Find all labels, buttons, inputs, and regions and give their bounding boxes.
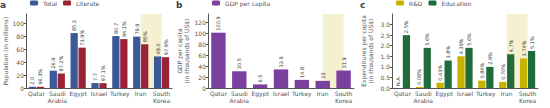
svg-text:R&D: R&D (409, 0, 423, 7)
svg-text:33.9: 33.9 (278, 56, 284, 67)
svg-text:Saudi: Saudi (49, 90, 66, 97)
svg-text:73.9%: 73.9% (79, 30, 85, 46)
svg-text:13: 13 (320, 72, 326, 78)
svg-text:100.9: 100.9 (215, 16, 221, 30)
svg-text:120: 120 (195, 19, 207, 26)
svg-text:87.2%: 87.2% (58, 55, 64, 71)
svg-text:5.6%: 5.6% (424, 33, 430, 46)
svg-text:97.9%: 97.9% (163, 39, 169, 55)
svg-text:Egypt: Egypt (69, 90, 87, 98)
svg-text:3.8%: 3.8% (445, 46, 451, 59)
svg-text:Literate: Literate (76, 0, 100, 7)
svg-text:5.6%: 5.6% (466, 33, 472, 46)
svg-text:0.84%: 0.84% (479, 62, 485, 78)
svg-text:Expenditures per capita: Expenditures per capita (359, 15, 367, 87)
svg-text:97.1%: 97.1% (100, 65, 106, 81)
svg-text:Qatar: Qatar (394, 90, 411, 97)
svg-text:(in thousands of US$): (in thousands of US$) (367, 19, 374, 84)
svg-text:(in thousands of US$): (in thousands of US$) (183, 19, 190, 84)
svg-text:80: 80 (16, 33, 24, 40)
svg-text:40: 40 (198, 63, 206, 70)
svg-text:Arabia: Arabia (230, 97, 250, 104)
svg-text:Saudi: Saudi (231, 90, 248, 97)
svg-text:GDP per capita: GDP per capita (175, 28, 183, 74)
svg-text:7.7: 7.7 (92, 73, 98, 81)
svg-text:4.39%: 4.39% (458, 38, 464, 54)
svg-text:Iran: Iran (501, 90, 513, 97)
svg-text:5.1%: 5.1% (529, 36, 535, 49)
svg-text:60: 60 (16, 46, 24, 53)
svg-text:Iran: Iran (135, 90, 147, 97)
svg-text:Egypt: Egypt (435, 90, 453, 98)
svg-text:Population (in millions): Population (in millions) (2, 17, 10, 86)
svg-text:26.9: 26.9 (50, 58, 56, 69)
svg-text:0: 0 (20, 85, 24, 92)
svg-text:20: 20 (198, 74, 206, 81)
svg-text:South: South (335, 90, 353, 97)
svg-text:Israel: Israel (91, 90, 108, 97)
svg-text:Korea: Korea (335, 97, 352, 104)
svg-text:85%: 85% (142, 31, 148, 42)
svg-text:0: 0 (202, 85, 206, 92)
svg-text:Israel: Israel (457, 90, 474, 97)
svg-text:79.9: 79.9 (134, 23, 140, 34)
svg-text:a: a (0, 0, 6, 10)
svg-text:South: South (519, 90, 537, 97)
svg-text:2.9%: 2.9% (487, 52, 493, 65)
svg-text:60: 60 (198, 52, 206, 59)
svg-text:Korea: Korea (153, 97, 170, 104)
svg-text:Education: Education (441, 0, 471, 7)
svg-text:c: c (360, 0, 365, 10)
svg-text:20: 20 (16, 72, 24, 79)
svg-text:Qatar: Qatar (210, 90, 227, 97)
svg-text:GDP per capita: GDP per capita (225, 0, 270, 8)
svg-text:Egypt: Egypt (251, 90, 269, 98)
svg-text:80.7: 80.7 (113, 23, 119, 34)
svg-text:South: South (153, 90, 171, 97)
svg-text:2.0: 2.0 (380, 42, 390, 49)
svg-text:3.74%: 3.74% (521, 40, 527, 56)
svg-text:Israel: Israel (273, 90, 290, 97)
svg-text:2.0: 2.0 (29, 77, 35, 85)
svg-text:1.5: 1.5 (380, 53, 390, 60)
svg-text:0.08%: 0.08% (416, 69, 422, 85)
svg-text:0.0: 0.0 (380, 85, 390, 92)
svg-text:3.0: 3.0 (380, 21, 390, 28)
svg-text:30.5: 30.5 (236, 58, 242, 69)
svg-text:0.43%: 0.43% (437, 65, 443, 81)
svg-text:Total: Total (42, 0, 57, 7)
svg-text:Iran: Iran (317, 90, 329, 97)
svg-text:94.1%: 94.1% (121, 21, 127, 37)
svg-text:100: 100 (13, 20, 25, 27)
svg-text:100: 100 (195, 30, 207, 37)
svg-text:Arabia: Arabia (48, 97, 68, 104)
svg-text:80: 80 (198, 41, 206, 48)
svg-text:14.8: 14.8 (299, 67, 305, 78)
svg-text:0.70%: 0.70% (500, 64, 506, 80)
svg-text:2.5%: 2.5% (403, 20, 409, 33)
svg-text:2.5: 2.5 (380, 32, 390, 39)
svg-text:Turkey: Turkey (475, 90, 496, 98)
svg-text:1.0: 1.0 (380, 63, 390, 70)
svg-text:0.5: 0.5 (380, 74, 390, 81)
svg-text:Saudi: Saudi (415, 90, 432, 97)
svg-text:Turkey: Turkey (291, 90, 312, 98)
svg-text:6.5: 6.5 (257, 74, 263, 82)
svg-text:b: b (176, 0, 183, 10)
svg-text:Arabia: Arabia (414, 97, 434, 104)
svg-text:85.3: 85.3 (71, 20, 77, 31)
svg-text:4.7%: 4.7% (508, 39, 514, 52)
svg-text:Qatar: Qatar (28, 90, 45, 97)
svg-text:49.0: 49.0 (155, 43, 161, 54)
svg-text:Turkey: Turkey (109, 90, 130, 98)
svg-text:96.3%: 96.3% (37, 69, 43, 85)
svg-text:40: 40 (16, 59, 24, 66)
svg-text:31.9: 31.9 (341, 57, 347, 68)
svg-text:Korea: Korea (519, 97, 536, 104)
svg-text:N.A.: N.A. (395, 75, 401, 86)
